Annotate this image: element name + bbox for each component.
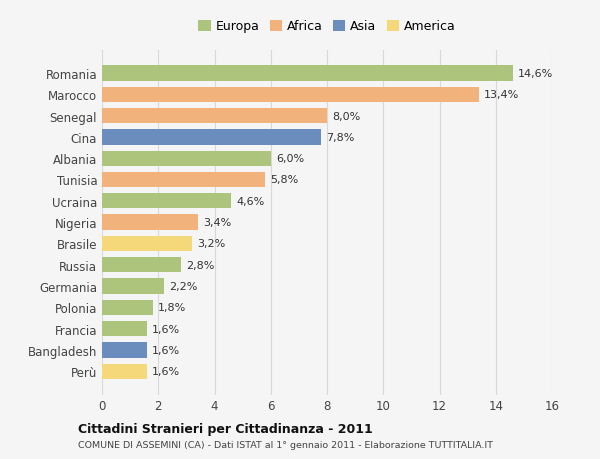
Bar	[102, 109, 327, 124]
Bar	[102, 257, 181, 273]
Text: 1,6%: 1,6%	[152, 345, 180, 355]
Text: 5,8%: 5,8%	[270, 175, 298, 185]
Text: 2,8%: 2,8%	[186, 260, 214, 270]
Bar	[102, 87, 479, 103]
Bar	[102, 194, 232, 209]
Text: 2,2%: 2,2%	[169, 281, 197, 291]
Text: 4,6%: 4,6%	[236, 196, 265, 207]
Bar	[102, 342, 147, 358]
Text: 3,4%: 3,4%	[203, 218, 231, 228]
Text: 13,4%: 13,4%	[484, 90, 519, 100]
Bar	[102, 66, 512, 81]
Bar	[102, 321, 147, 336]
Text: 7,8%: 7,8%	[326, 133, 355, 143]
Bar	[102, 300, 152, 315]
Bar	[102, 151, 271, 167]
Bar	[102, 130, 322, 145]
Legend: Europa, Africa, Asia, America: Europa, Africa, Asia, America	[193, 16, 461, 39]
Text: COMUNE DI ASSEMINI (CA) - Dati ISTAT al 1° gennaio 2011 - Elaborazione TUTTITALI: COMUNE DI ASSEMINI (CA) - Dati ISTAT al …	[78, 441, 493, 449]
Text: 6,0%: 6,0%	[276, 154, 304, 164]
Bar	[102, 215, 197, 230]
Text: 1,8%: 1,8%	[158, 302, 186, 313]
Bar	[102, 364, 147, 379]
Text: 1,6%: 1,6%	[152, 366, 180, 376]
Text: 14,6%: 14,6%	[518, 69, 553, 79]
Text: 1,6%: 1,6%	[152, 324, 180, 334]
Bar	[102, 279, 164, 294]
Text: Cittadini Stranieri per Cittadinanza - 2011: Cittadini Stranieri per Cittadinanza - 2…	[78, 422, 373, 436]
Text: 3,2%: 3,2%	[197, 239, 226, 249]
Bar	[102, 236, 192, 252]
Text: 8,0%: 8,0%	[332, 112, 361, 121]
Bar	[102, 173, 265, 188]
